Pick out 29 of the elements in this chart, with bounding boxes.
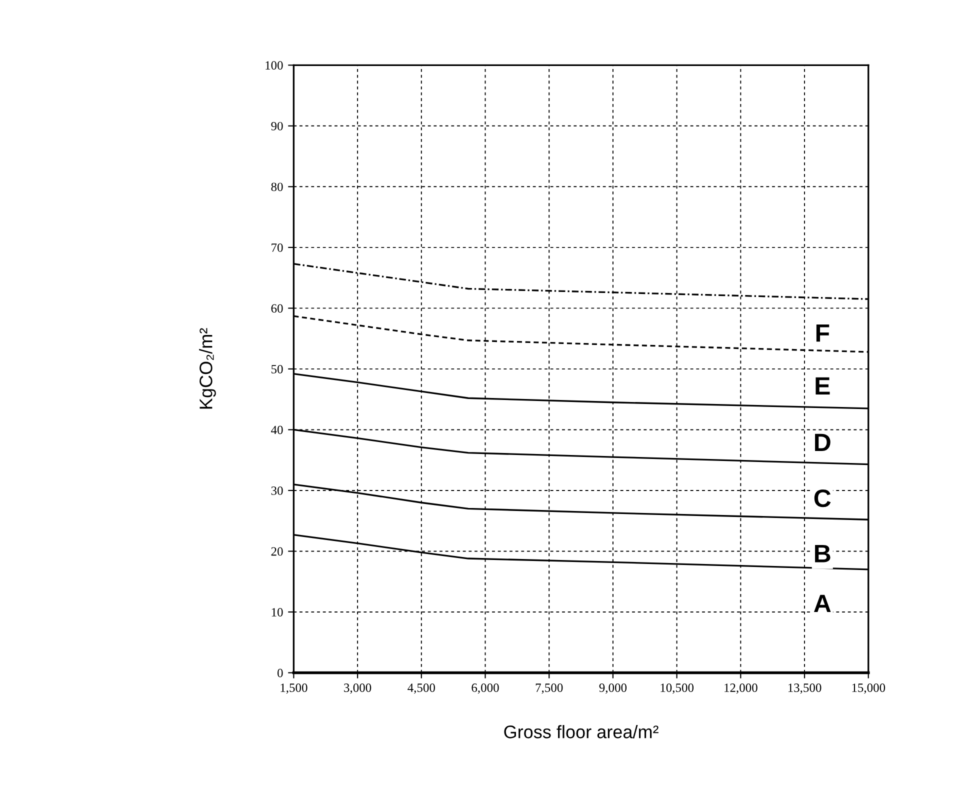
y-tick-label: 80	[271, 182, 283, 192]
annotation: E	[816, 377, 830, 395]
y-tick-label: 20	[271, 547, 283, 556]
annotation: A	[814, 594, 831, 612]
x-axis-title: Gross floor area/m²	[504, 725, 658, 738]
annotation: D	[815, 434, 830, 452]
x-tick-label: 15,000	[852, 684, 886, 694]
x-tick-label: 6,000	[472, 684, 499, 694]
x-tick-label: 10,500	[660, 684, 694, 694]
y-tick-label: 70	[272, 243, 283, 252]
x-tick-label: 12,000	[724, 684, 758, 694]
x-tick-label: 3,000	[344, 684, 372, 694]
y-tick-label: 60	[271, 304, 283, 313]
x-tick-label: 4,500	[408, 684, 435, 694]
x-tick-label: 1,500	[280, 684, 308, 694]
y-tick-label: 0	[278, 668, 283, 678]
x-tick-label: 7,500	[536, 684, 563, 694]
annotation: F	[816, 324, 830, 342]
y-tick-label: 100	[266, 61, 283, 70]
annotation: B	[815, 545, 830, 562]
x-tick-label: 13,500	[788, 684, 822, 694]
annotation: C	[814, 489, 831, 508]
y-tick-label: 10	[272, 608, 283, 616]
y-tick-label: 40	[271, 426, 283, 434]
x-tick-label: 9,000	[599, 684, 627, 694]
y-tick-label: 90	[271, 122, 283, 130]
y-tick-label: 50	[272, 364, 283, 374]
y-axis-title: KgCO₂/m²	[199, 328, 216, 409]
y-tick-label: 30	[271, 486, 283, 495]
